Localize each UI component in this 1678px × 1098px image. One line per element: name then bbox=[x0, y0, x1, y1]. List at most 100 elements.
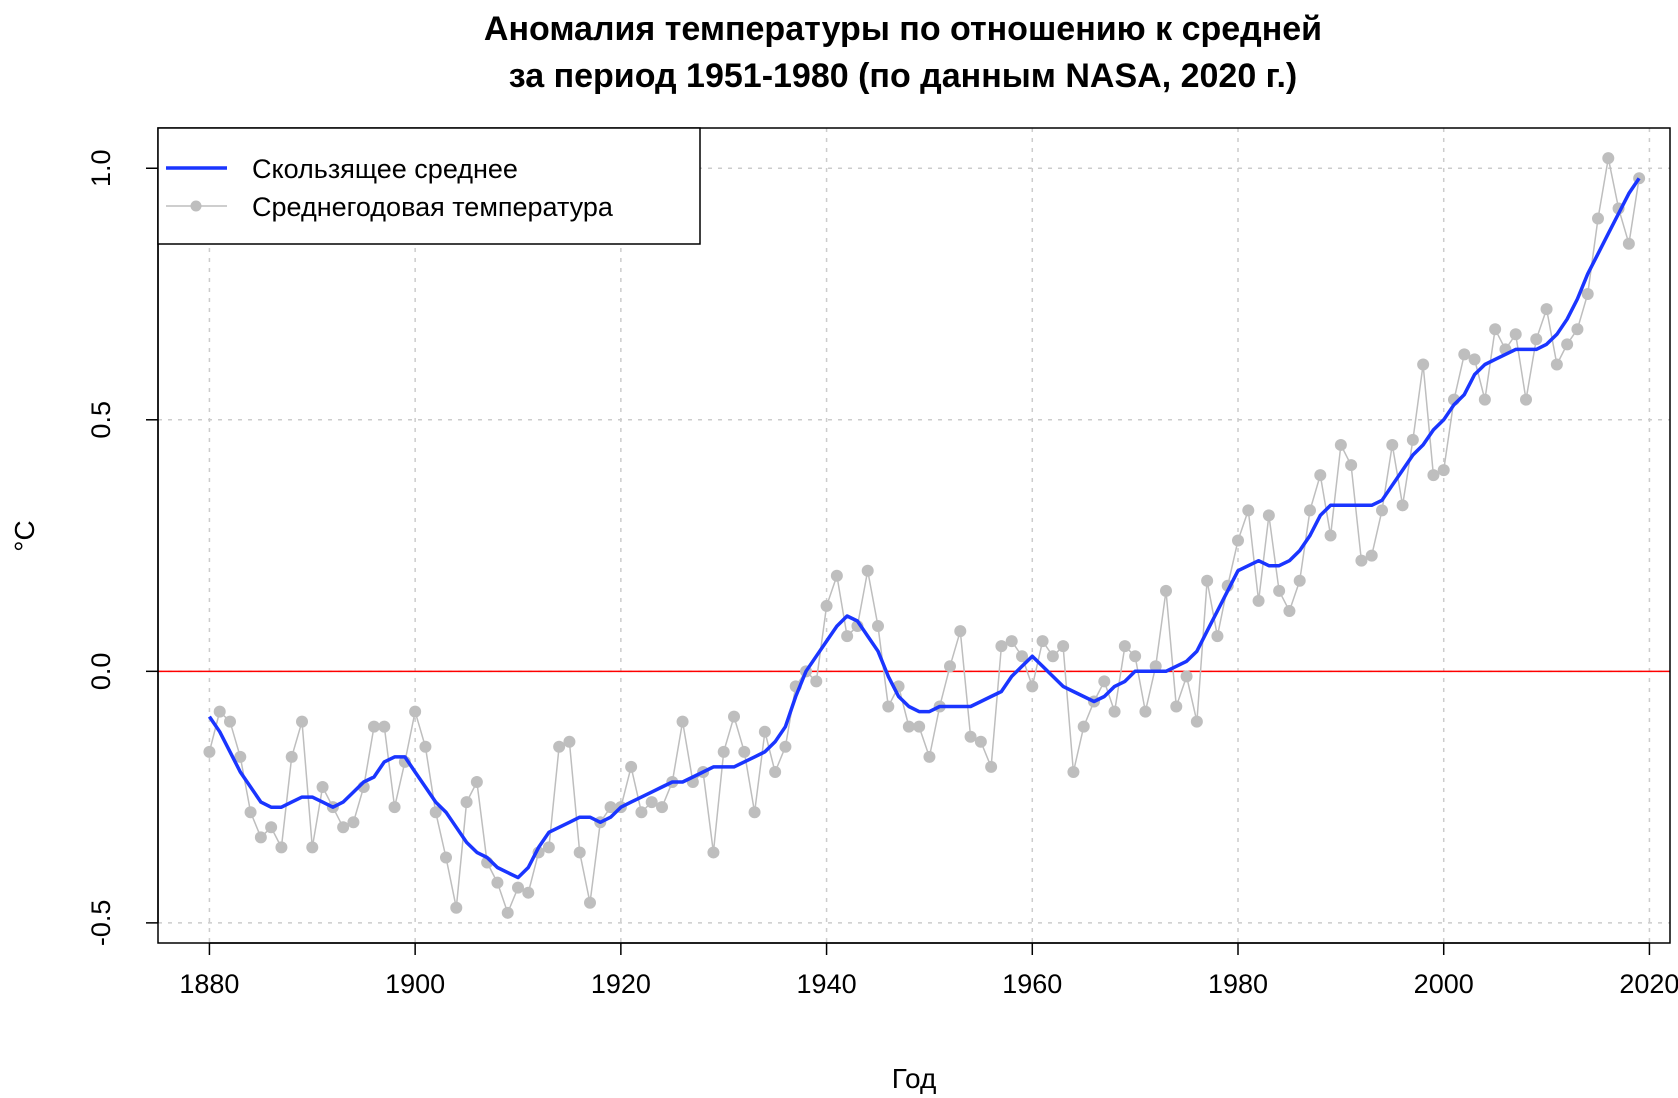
annual-point-1934 bbox=[758, 725, 771, 738]
annual-point-1997 bbox=[1406, 433, 1419, 446]
annual-point-1967 bbox=[1098, 675, 1111, 688]
annual-point-1976 bbox=[1190, 715, 1203, 728]
annual-point-1885 bbox=[254, 831, 267, 844]
annual-point-1931 bbox=[728, 710, 740, 723]
annual-point-1964 bbox=[1067, 765, 1080, 778]
annual-point-1886 bbox=[265, 821, 278, 834]
annual-point-1904 bbox=[450, 901, 463, 914]
annual-point-1946 bbox=[882, 700, 895, 713]
annual-point-1991 bbox=[1345, 459, 1358, 472]
annual-point-1985 bbox=[1283, 604, 1296, 617]
annual-point-1978 bbox=[1211, 630, 1224, 643]
annual-point-1975 bbox=[1180, 670, 1193, 683]
annual-point-1935 bbox=[769, 765, 782, 778]
annual-point-1944 bbox=[861, 564, 874, 577]
annual-point-1924 bbox=[656, 801, 668, 814]
x-tick-label-2020: 2020 bbox=[1619, 969, 1678, 999]
annual-point-1957 bbox=[995, 640, 1008, 653]
annual-point-1901 bbox=[419, 740, 432, 753]
annual-point-1983 bbox=[1262, 509, 1275, 522]
annual-point-1950 bbox=[923, 750, 936, 763]
annual-point-1953 bbox=[954, 625, 967, 638]
annual-point-1915 bbox=[563, 735, 576, 748]
x-tick-label-1960: 1960 bbox=[1002, 969, 1062, 999]
annual-point-1948 bbox=[902, 720, 915, 733]
y-axis: -0.5 0.0 0.5 1.0 bbox=[86, 149, 159, 946]
annual-point-1921 bbox=[625, 760, 638, 773]
annual-point-2004 bbox=[1478, 393, 1491, 406]
annual-point-1916 bbox=[573, 846, 586, 859]
annual-point-2008 bbox=[1520, 393, 1532, 406]
annual-point-1896 bbox=[368, 720, 380, 733]
annual-point-1910 bbox=[512, 881, 524, 894]
annual-point-1952 bbox=[944, 660, 956, 673]
annual-point-1954 bbox=[964, 730, 977, 743]
annual-point-1989 bbox=[1324, 529, 1337, 542]
annual-point-1883 bbox=[234, 750, 247, 763]
y-tick-label-0.5: 0.5 bbox=[86, 401, 116, 439]
annual-point-1974 bbox=[1170, 700, 1183, 713]
annual-point-2015 bbox=[1592, 212, 1604, 225]
annual-point-1917 bbox=[584, 896, 596, 909]
annual-point-1992 bbox=[1355, 554, 1368, 567]
annual-point-1936 bbox=[779, 740, 792, 753]
chart-title-line2: за период 1951-1980 (по данным NASA, 202… bbox=[509, 57, 1297, 95]
annual-point-1988 bbox=[1314, 469, 1327, 482]
annual-point-1930 bbox=[717, 745, 730, 758]
annual-point-1982 bbox=[1252, 594, 1265, 607]
legend-box bbox=[157, 127, 701, 245]
annual-point-1888 bbox=[285, 750, 298, 763]
annual-point-2007 bbox=[1509, 328, 1522, 341]
annual-point-1900 bbox=[409, 705, 422, 718]
annual-point-2014 bbox=[1581, 288, 1594, 301]
annual-point-1968 bbox=[1108, 705, 1121, 718]
annual-point-1996 bbox=[1396, 499, 1409, 512]
annual-point-1990 bbox=[1334, 438, 1347, 451]
legend-annual-swatch-point bbox=[190, 200, 202, 212]
annual-line bbox=[208, 158, 1640, 915]
annual-point-1887 bbox=[275, 841, 288, 854]
moving-average-line bbox=[207, 177, 1641, 880]
legend: Скользящее среднее Среднегодовая темпера… bbox=[157, 127, 701, 245]
annual-point-1980 bbox=[1232, 534, 1244, 547]
annual-point-2002 bbox=[1458, 348, 1471, 361]
annual-point-1914 bbox=[553, 740, 566, 753]
x-tick-label-1940: 1940 bbox=[797, 969, 857, 999]
annual-point-2010 bbox=[1540, 303, 1553, 316]
moving-average-series bbox=[207, 177, 1641, 880]
annual-point-1986 bbox=[1293, 574, 1306, 587]
annual-point-1969 bbox=[1118, 640, 1131, 653]
annual-point-1890 bbox=[306, 841, 319, 854]
annual-point-1995 bbox=[1386, 438, 1399, 451]
x-tick-label-1920: 1920 bbox=[591, 969, 651, 999]
annual-point-1897 bbox=[378, 720, 391, 733]
annual-point-2011 bbox=[1550, 358, 1563, 371]
annual-point-1970 bbox=[1129, 650, 1142, 663]
legend-moving-average-label: Скользящее среднее bbox=[252, 154, 518, 184]
annual-point-1922 bbox=[635, 806, 648, 819]
annual-point-1932 bbox=[738, 745, 751, 758]
annual-point-1941 bbox=[830, 569, 843, 582]
x-axis: 1880 1900 1920 1940 1960 1980 2000 2020 bbox=[179, 942, 1678, 999]
annual-point-1909 bbox=[501, 906, 514, 919]
annual-point-1919 bbox=[604, 801, 617, 814]
annual-point-1882 bbox=[224, 715, 236, 728]
annual-point-1940 bbox=[820, 599, 833, 612]
chart-title-line1: Аномалия температуры по отношению к сред… bbox=[484, 10, 1322, 48]
annual-point-1987 bbox=[1304, 504, 1316, 517]
annual-point-1894 bbox=[347, 816, 360, 829]
annual-point-1902 bbox=[429, 806, 442, 819]
annual-point-1898 bbox=[388, 801, 401, 814]
annual-point-1984 bbox=[1273, 584, 1286, 597]
annual-point-1933 bbox=[748, 806, 761, 819]
annual-series bbox=[203, 152, 1646, 919]
annual-point-1961 bbox=[1036, 635, 1049, 648]
annual-point-1893 bbox=[337, 821, 350, 834]
y-tick-label-1: 1.0 bbox=[86, 149, 116, 187]
annual-point-1977 bbox=[1201, 574, 1214, 587]
x-tick-label-1880: 1880 bbox=[179, 969, 239, 999]
annual-point-1923 bbox=[645, 796, 658, 809]
annual-point-1981 bbox=[1242, 504, 1255, 517]
annual-point-1889 bbox=[296, 715, 308, 728]
